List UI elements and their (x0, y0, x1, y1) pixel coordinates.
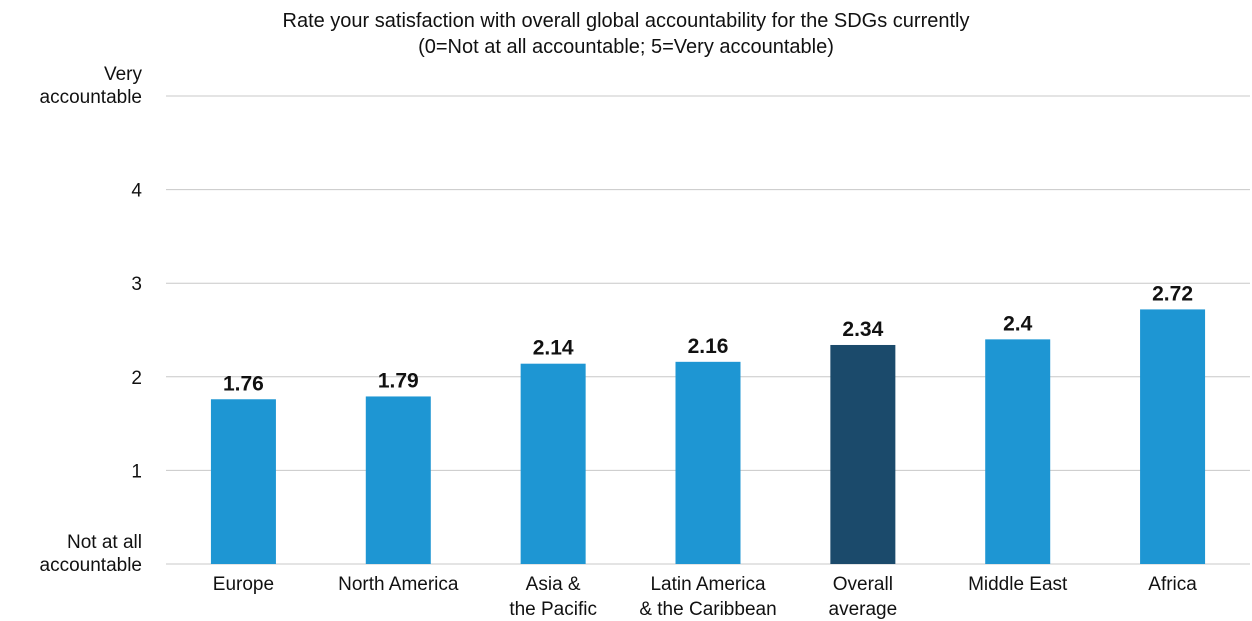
y-tick-label: Very accountable (40, 64, 143, 108)
bar (1140, 309, 1206, 564)
x-axis-categories: Europe North America Asia & the Pacific Lati… (213, 574, 1197, 620)
data-label: 2.34 (842, 318, 883, 341)
data-label: 2.72 (1152, 282, 1193, 305)
y-tick-label: 1 (131, 461, 142, 482)
x-category-label-line: Middle East (968, 574, 1068, 595)
bar (830, 344, 896, 564)
bar (210, 399, 276, 564)
y-tick-label-line: 2 (131, 368, 142, 389)
y-tick-label-line: Not at all (67, 532, 142, 553)
y-tick-label-line: 4 (131, 181, 142, 202)
x-category-label-line: Overall (833, 574, 893, 595)
bars (210, 309, 1206, 564)
x-category-label-line: the Pacific (509, 599, 597, 620)
y-tick-label-line: accountable (40, 555, 142, 576)
x-category-label: Asia & the Pacific (509, 574, 597, 620)
x-category-label: Latin America & the Caribbean (639, 574, 776, 620)
data-labels: 1.76 1.79 2.14 2.16 2.34 2.4 2.72 (223, 282, 1193, 395)
bar (985, 339, 1051, 564)
data-label: 1.76 (223, 372, 264, 395)
x-category-label: Overall average (829, 574, 898, 620)
y-tick-label: Not at all accountable (40, 532, 142, 576)
data-label: 2.14 (533, 337, 574, 360)
y-tick-label-line: Very (104, 64, 143, 85)
x-category-label: Europe (213, 574, 274, 595)
data-label: 1.79 (378, 369, 419, 392)
chart-title: Rate your satisfaction with overall glob… (0, 8, 1252, 60)
x-category-label: Africa (1148, 574, 1197, 595)
bar (365, 396, 431, 564)
x-category-label-line: Latin America (650, 574, 766, 595)
y-tick-label: 3 (131, 274, 142, 295)
y-tick-label: 2 (131, 368, 142, 389)
x-category-label-line: Asia & (526, 574, 581, 595)
data-label: 2.4 (1003, 312, 1033, 335)
y-tick-label: 4 (131, 181, 142, 202)
y-tick-label-line: accountable (40, 87, 142, 108)
data-label: 2.16 (688, 335, 729, 358)
x-category-label-line: North America (338, 574, 459, 595)
x-category-label-line: Europe (213, 574, 274, 595)
chart-subtitle: (0=Not at all accountable; 5=Very accoun… (418, 36, 834, 58)
chart-title-line: Rate your satisfaction with overall glob… (282, 10, 970, 32)
x-category-label-line: & the Caribbean (639, 599, 776, 620)
x-category-label-line: Africa (1148, 574, 1197, 595)
y-tick-label-line: 1 (131, 461, 142, 482)
x-category-label: Middle East (968, 574, 1068, 595)
y-tick-label-line: 3 (131, 274, 142, 295)
bar (520, 363, 586, 564)
bar (675, 361, 741, 564)
x-category-label-line: average (829, 599, 898, 620)
x-category-label: North America (338, 574, 459, 595)
